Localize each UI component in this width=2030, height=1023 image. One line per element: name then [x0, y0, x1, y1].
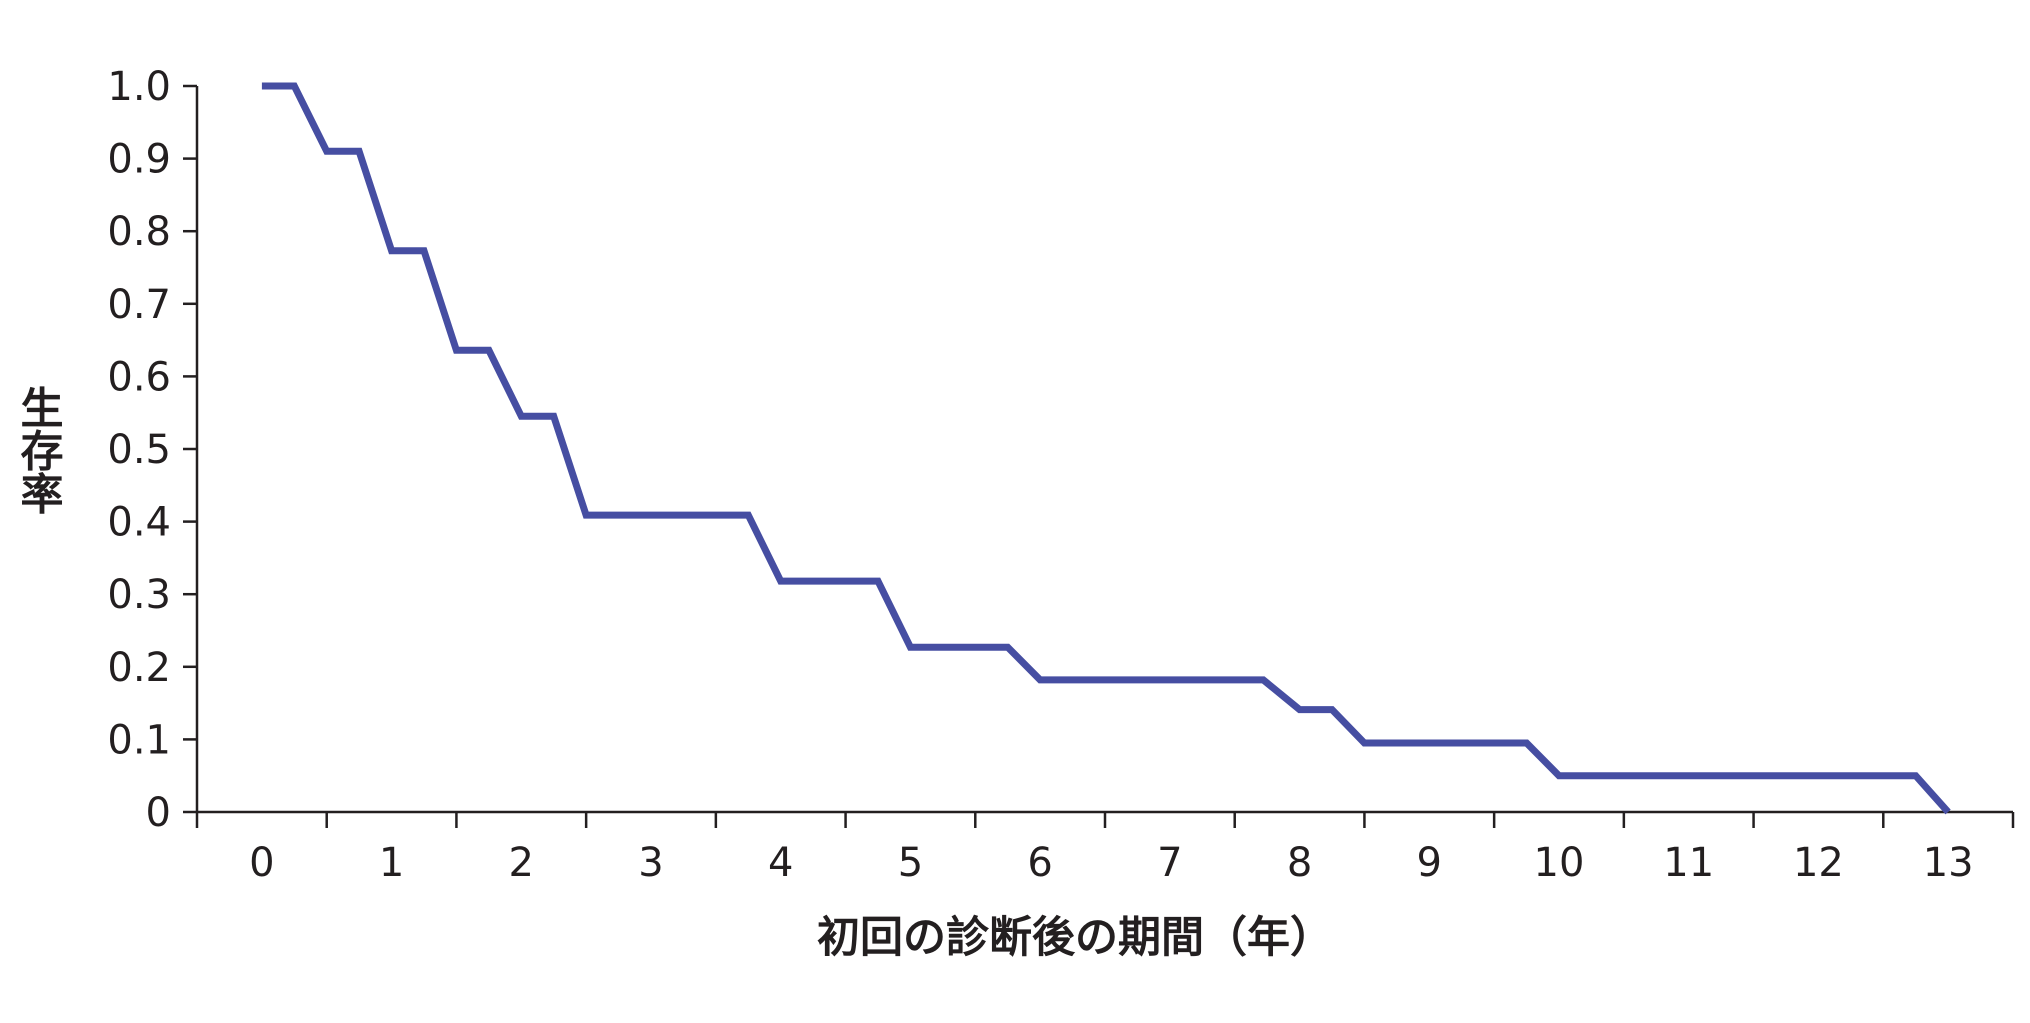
y-axis-title: 生存率 [13, 385, 64, 514]
x-axis-ticks: 0 1 2 3 4 5 6 7 8 9 10 11 12 13 [195, 812, 2015, 886]
x-tick-label: 13 [1923, 840, 1974, 886]
x-tick-label: 8 [1287, 840, 1312, 886]
y-tick-label: 0.8 [107, 209, 171, 255]
y-tick-label: 0.2 [107, 645, 171, 691]
y-tick-label: 0.7 [107, 282, 171, 328]
x-tick-label: 0 [249, 840, 274, 886]
y-tick-label: 0.9 [107, 137, 171, 183]
y-tick-label: 0.3 [107, 572, 171, 618]
x-tick-label: 1 [379, 840, 404, 886]
y-tick-label: 0.6 [107, 354, 171, 400]
y-axis-ticks: 0 0.1 0.2 0.3 0.4 0.5 0.6 0.7 0.8 0.9 1.0 [107, 64, 197, 836]
x-tick-label: 6 [1027, 840, 1052, 886]
x-tick-label: 12 [1793, 840, 1844, 886]
y-tick-label: 0.5 [107, 427, 171, 473]
x-tick-label: 4 [768, 840, 793, 886]
x-tick-label: 3 [638, 840, 663, 886]
x-axis-title: 初回の診断後の期間（年） [817, 913, 1333, 963]
x-tick-label: 11 [1663, 840, 1714, 886]
x-tick-label: 7 [1157, 840, 1182, 886]
x-tick-label: 5 [898, 840, 923, 886]
y-tick-label: 0 [146, 790, 171, 836]
y-tick-label: 0.1 [107, 717, 171, 763]
x-tick-label: 10 [1534, 840, 1585, 886]
y-tick-label: 0.4 [107, 500, 171, 546]
x-tick-label: 2 [509, 840, 534, 886]
x-tick-label: 9 [1417, 840, 1442, 886]
series-layer [261, 82, 1951, 815]
y-tick-label: 1.0 [107, 64, 171, 110]
survival-step-line [261, 82, 1951, 815]
